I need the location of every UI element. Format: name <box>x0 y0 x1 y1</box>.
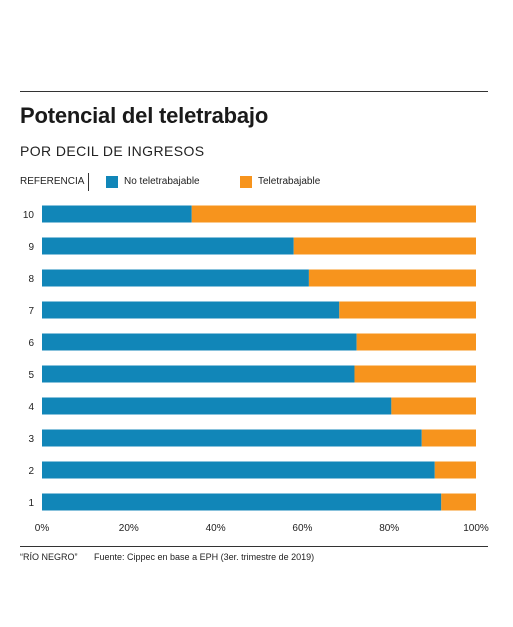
bar-decil-1-no-teletrabajable <box>42 493 442 511</box>
chart-subtitle: POR DECIL DE INGRESOS <box>20 143 205 159</box>
bar-decil-4-no-teletrabajable <box>42 397 392 415</box>
bar-decil-8-no-teletrabajable <box>42 269 309 287</box>
y-tick-label-9: 9 <box>28 242 34 253</box>
legend-swatch-no-teletrabajable <box>106 176 118 188</box>
x-tick-label-80pct: 80% <box>379 523 399 534</box>
legend-label-teletrabajable: Teletrabajable <box>258 176 321 187</box>
y-tick-label-3: 3 <box>28 434 34 445</box>
bar-decil-3-teletrabajable <box>421 429 476 447</box>
bar-decil-1-teletrabajable <box>441 493 476 511</box>
footer-source: Fuente: Cippec en base a EPH (3er. trime… <box>94 552 315 562</box>
bar-decil-2-teletrabajable <box>434 461 476 479</box>
y-tick-label-4: 4 <box>28 402 34 413</box>
x-tick-label-100pct: 100% <box>463 523 489 534</box>
bar-decil-9-teletrabajable <box>293 237 476 255</box>
legend-title: REFERENCIA <box>20 176 85 187</box>
x-tick-label-0pct: 0% <box>35 523 50 534</box>
bottom-rule <box>20 546 488 547</box>
y-tick-label-2: 2 <box>28 466 34 477</box>
chart-title: Potencial del teletrabajo <box>20 103 269 128</box>
bar-decil-3-no-teletrabajable <box>42 429 422 447</box>
bar-decil-5-teletrabajable <box>354 365 476 383</box>
x-tick-label-60pct: 60% <box>292 523 312 534</box>
x-tick-label-40pct: 40% <box>206 523 226 534</box>
bar-decil-4-teletrabajable <box>391 397 476 415</box>
legend-swatch-teletrabajable <box>240 176 252 188</box>
y-tick-label-5: 5 <box>28 370 34 381</box>
top-rule <box>20 91 488 92</box>
bar-decil-2-no-teletrabajable <box>42 461 435 479</box>
bar-decil-5-no-teletrabajable <box>42 365 355 383</box>
legend-label-no-teletrabajable: No teletrabajable <box>124 176 200 187</box>
x-tick-label-20pct: 20% <box>119 523 139 534</box>
bar-decil-10-teletrabajable <box>191 205 477 223</box>
bar-decil-6-teletrabajable <box>356 333 476 351</box>
y-tick-label-6: 6 <box>28 338 34 349</box>
bar-decil-9-no-teletrabajable <box>42 237 294 255</box>
bar-decil-7-no-teletrabajable <box>42 301 340 319</box>
bar-decil-7-teletrabajable <box>339 301 476 319</box>
footer-credit: “RÍO NEGRO” <box>20 552 78 562</box>
y-tick-label-8: 8 <box>28 274 34 285</box>
y-tick-label-10: 10 <box>23 210 35 221</box>
bar-decil-6-no-teletrabajable <box>42 333 357 351</box>
y-tick-label-7: 7 <box>28 306 34 317</box>
legend-separator <box>88 173 89 191</box>
bar-decil-10-no-teletrabajable <box>42 205 192 223</box>
bar-decil-8-teletrabajable <box>308 269 476 287</box>
y-tick-label-1: 1 <box>28 498 34 509</box>
